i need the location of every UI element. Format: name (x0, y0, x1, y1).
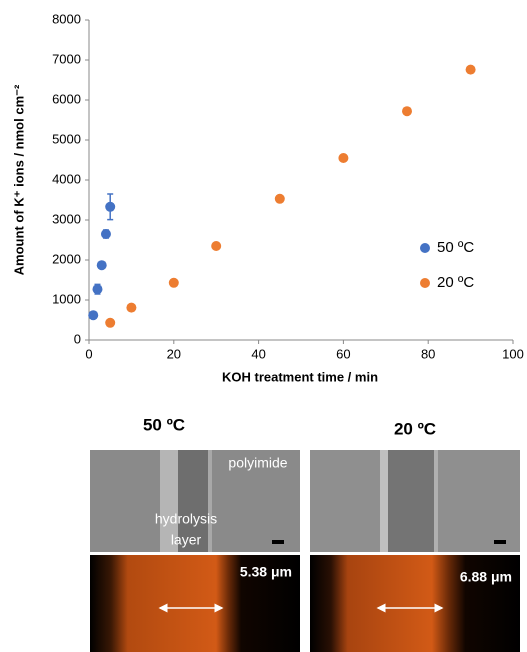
sem-panel-50 (90, 450, 300, 552)
legend-label: 20 ºC (437, 274, 474, 291)
point (96, 260, 107, 271)
y-tick-label: 8000 (52, 11, 81, 26)
region-label: hydrolysis (155, 511, 217, 527)
y-tick-label: 6000 (52, 91, 81, 106)
point (465, 64, 476, 75)
legend-marker (420, 278, 430, 288)
y-tick-label: 1000 (52, 291, 81, 306)
legend-marker (420, 243, 430, 253)
point (105, 201, 116, 212)
panel-title: 50 ºC (143, 415, 185, 434)
point (88, 310, 99, 321)
point (168, 277, 179, 288)
point (402, 106, 412, 117)
sem-panel-20 (310, 450, 520, 552)
x-tick-label: 20 (167, 346, 181, 361)
region-label: layer (171, 532, 202, 548)
point (274, 193, 285, 204)
y-tick-label: 5000 (52, 131, 81, 146)
point (338, 153, 349, 163)
legend-label: 50 ºC (437, 239, 474, 256)
point (211, 241, 222, 251)
y-tick-label: 2000 (52, 251, 81, 266)
point (126, 302, 137, 313)
x-tick-label: 0 (85, 346, 92, 361)
point (105, 317, 116, 328)
y-tick-label: 3000 (52, 211, 81, 226)
y-tick-label: 4000 (52, 171, 81, 186)
panel-title: 20 ºC (394, 419, 436, 438)
x-axis-title: KOH treatment time / min (222, 369, 378, 384)
x-tick-label: 60 (336, 346, 350, 361)
x-tick-label: 100 (502, 346, 524, 361)
x-tick-label: 80 (421, 346, 435, 361)
region-label: polyimide (228, 455, 287, 471)
y-axis-title: Amount of K⁺ ions / nmol cm⁻² (11, 84, 26, 275)
x-tick-label: 40 (251, 346, 265, 361)
y-tick-label: 7000 (52, 51, 81, 66)
point (92, 284, 103, 295)
y-tick-label: 0 (74, 331, 81, 346)
width-label: 5.38 μm (240, 564, 292, 580)
point (100, 229, 111, 239)
width-label: 6.88 μm (460, 569, 512, 585)
